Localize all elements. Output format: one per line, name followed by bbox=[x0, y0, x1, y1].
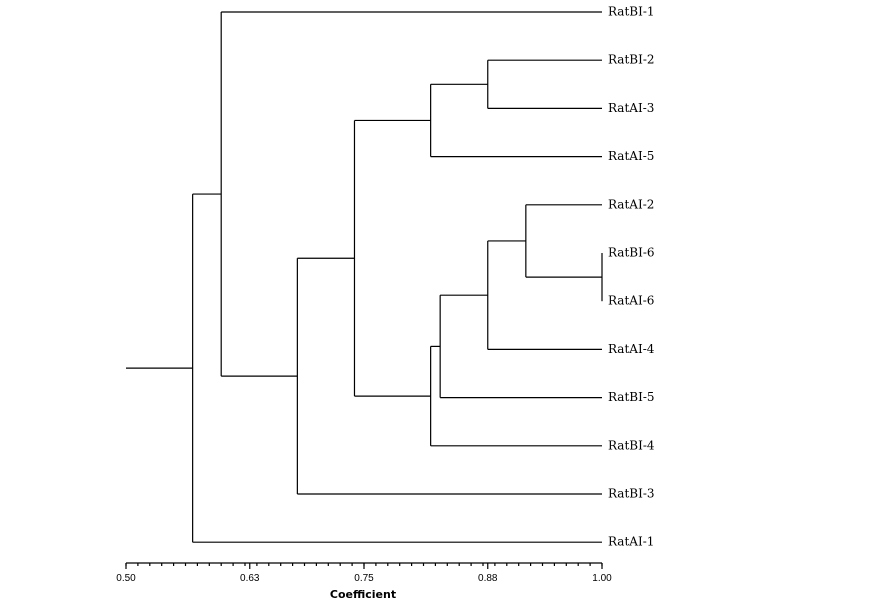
leaf-label: RatBI-6 bbox=[608, 246, 655, 260]
leaf-label: RatAI-5 bbox=[608, 149, 654, 163]
leaf-labels: RatBI-1 RatBI-2 RatAI-3 RatAI-5 RatAI-2 RatBI… bbox=[608, 5, 655, 549]
tick-label: 0.88 bbox=[478, 573, 498, 584]
dendrogram-branches bbox=[126, 11, 603, 543]
tick-label: 0.63 bbox=[240, 573, 260, 584]
axis-title: Coefficient bbox=[330, 588, 396, 601]
coefficient-axis: 0.50 0.63 0.75 0.88 1.00 bbox=[116, 562, 612, 584]
leaf-label: RatBI-4 bbox=[608, 438, 655, 452]
tick-label: 0.50 bbox=[116, 573, 136, 584]
leaf-label: RatBI-5 bbox=[608, 390, 655, 404]
leaf-label: RatAI-3 bbox=[608, 101, 654, 115]
leaf-label: RatBI-1 bbox=[608, 5, 655, 19]
tick-label: 1.00 bbox=[592, 573, 612, 584]
leaf-label: RatAI-2 bbox=[608, 197, 654, 211]
leaf-label: RatAI-4 bbox=[608, 342, 655, 356]
leaf-label: RatAI-1 bbox=[608, 535, 654, 549]
leaf-label: RatBI-2 bbox=[608, 53, 655, 67]
leaf-label: RatBI-3 bbox=[608, 487, 655, 501]
leaf-label: RatAI-6 bbox=[608, 294, 654, 308]
tick-label: 0.75 bbox=[354, 573, 374, 584]
